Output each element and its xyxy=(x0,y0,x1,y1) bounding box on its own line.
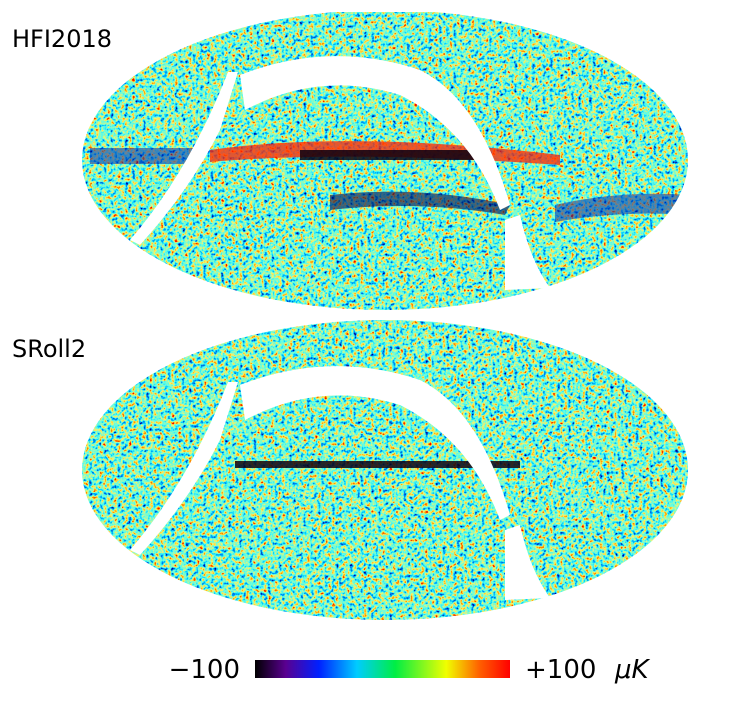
sky-map xyxy=(82,10,688,310)
colorbar-unit: μK xyxy=(614,655,651,685)
colorbar xyxy=(255,660,510,678)
sky-map xyxy=(82,320,688,620)
panel-label: HFI2018 xyxy=(12,25,112,53)
panel-label: SRoll2 xyxy=(12,335,86,363)
mask xyxy=(0,0,747,600)
colorbar-max: +100 xyxy=(525,655,596,685)
colorbar-min: −100 xyxy=(169,655,240,685)
